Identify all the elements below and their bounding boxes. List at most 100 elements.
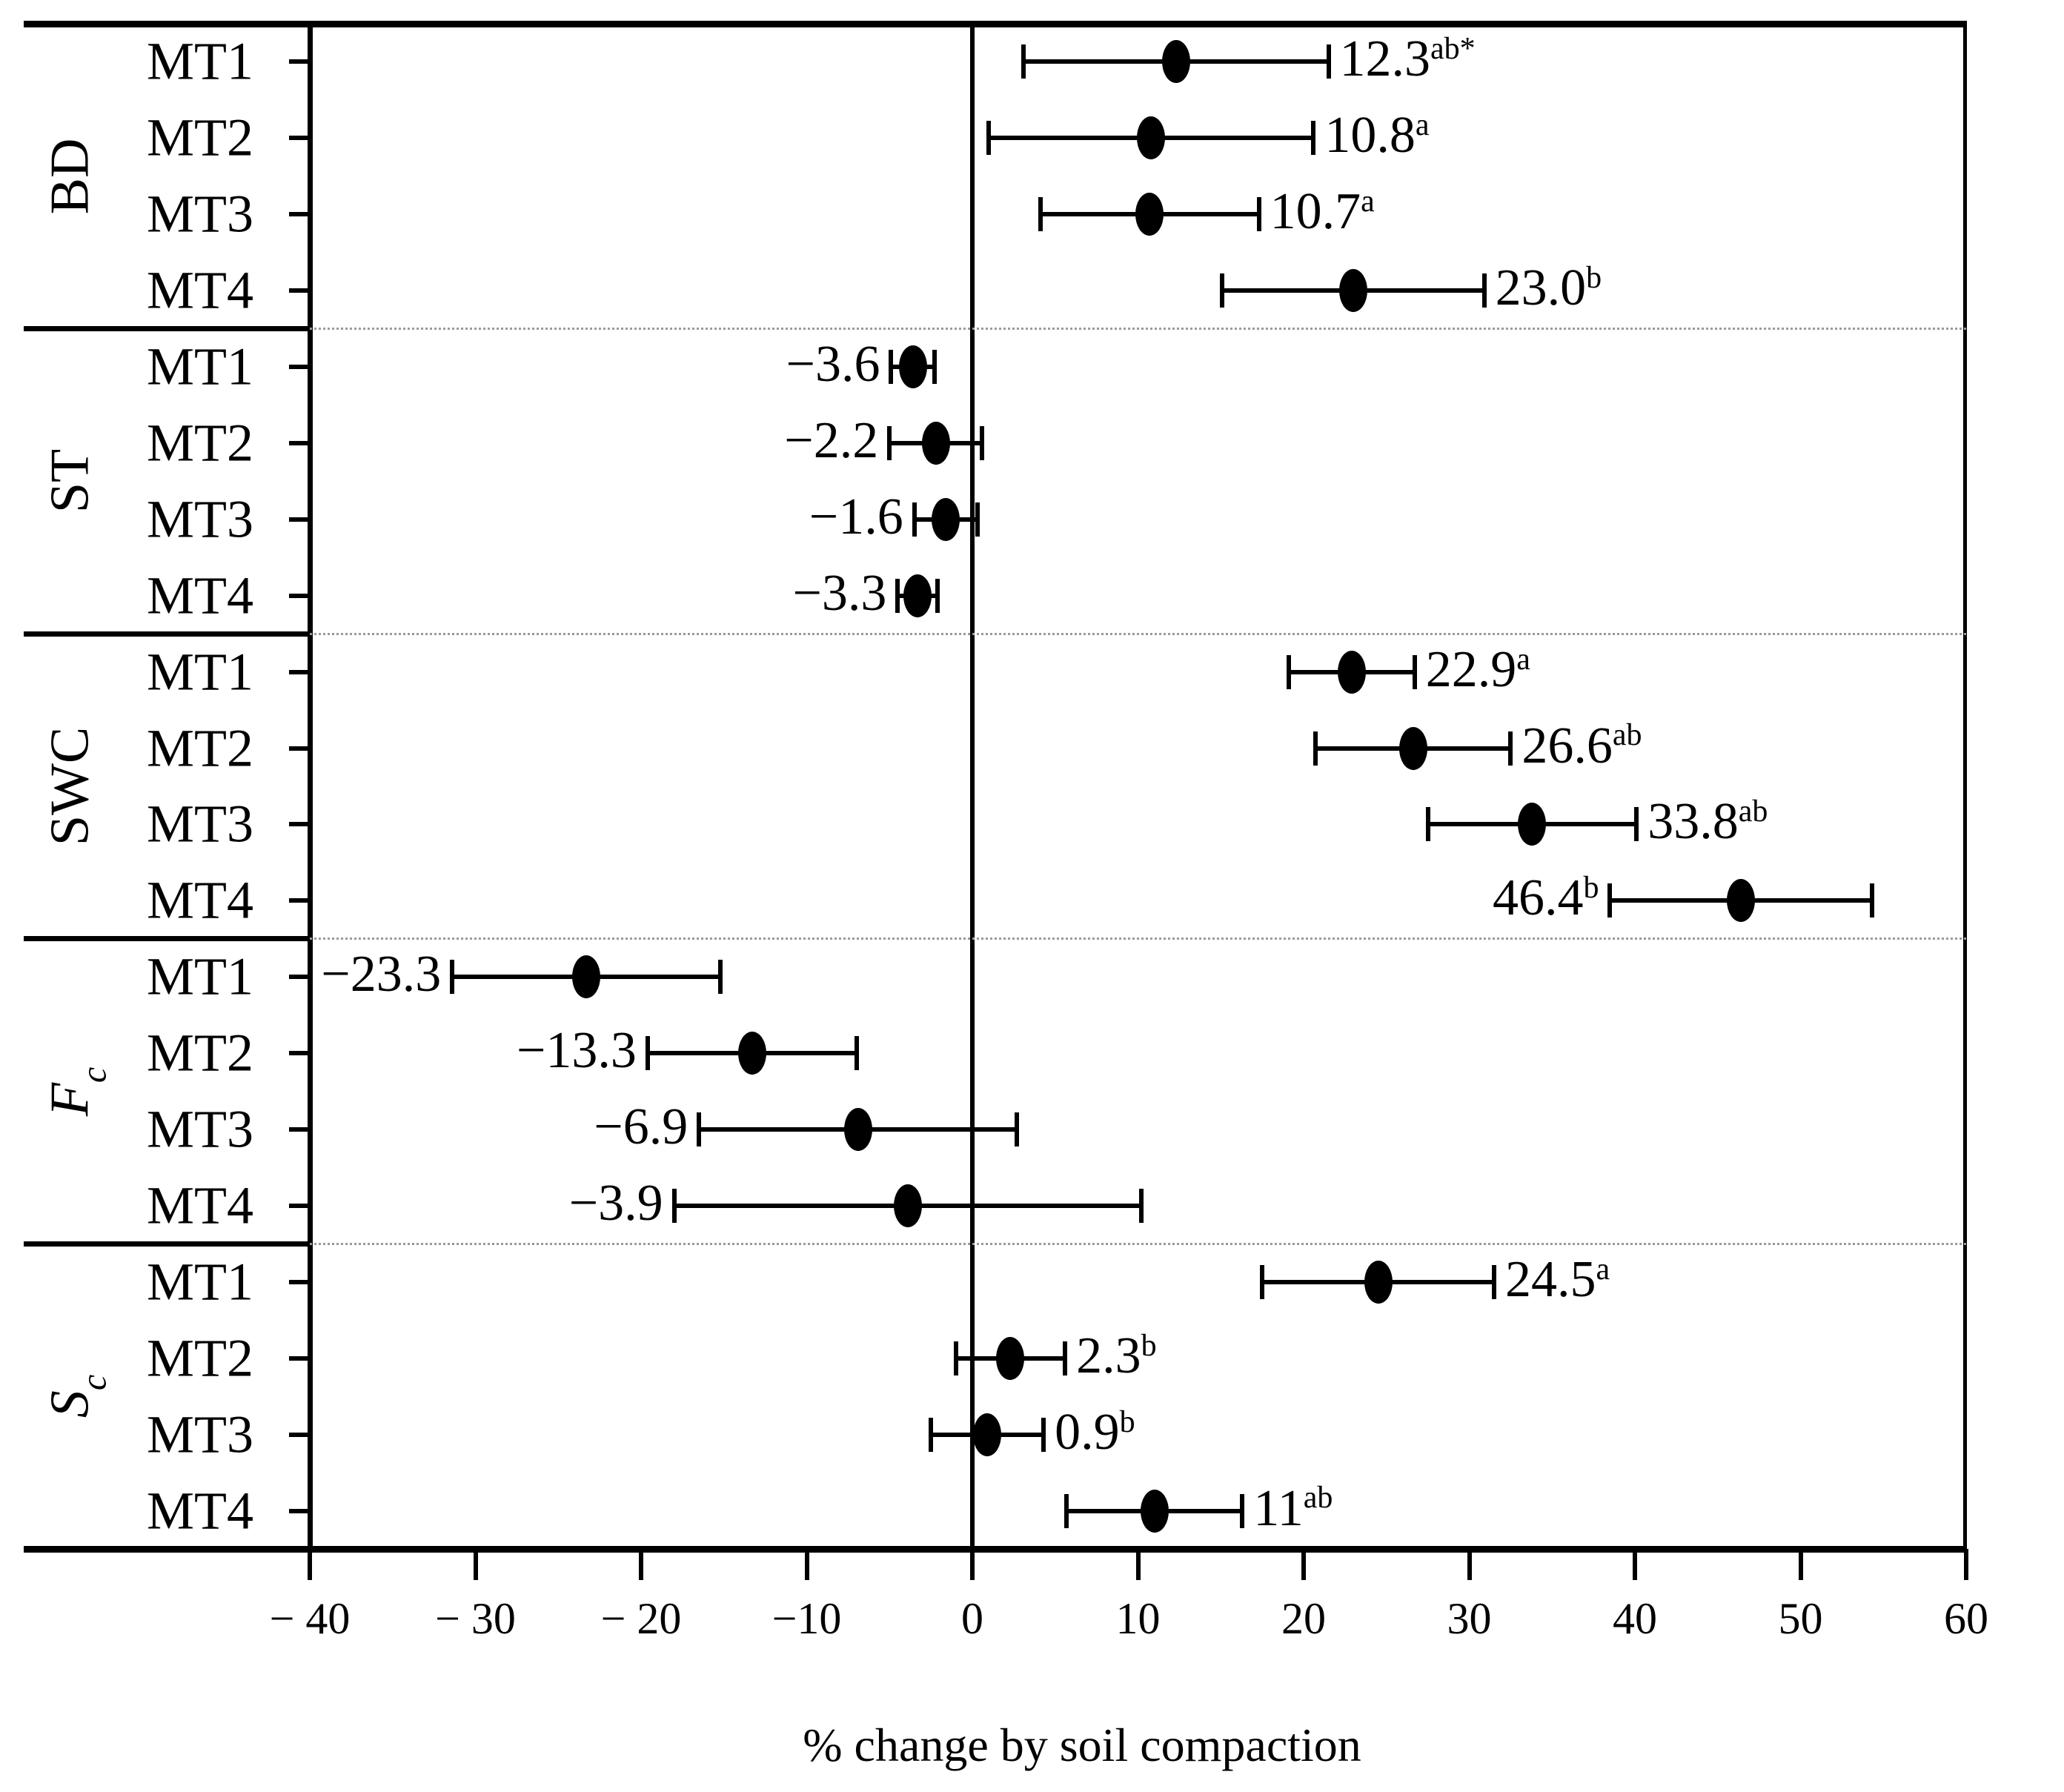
value-label-number: −2.2 bbox=[784, 411, 879, 469]
row-tick bbox=[289, 669, 310, 674]
value-label-number: −6.9 bbox=[594, 1098, 688, 1155]
value-label: 33.8ab bbox=[1647, 792, 1768, 852]
value-label-number: 2.3 bbox=[1076, 1327, 1141, 1384]
treatment-label: MT3 bbox=[147, 1099, 253, 1159]
value-label-number: 11 bbox=[1253, 1479, 1304, 1537]
value-label-superscript: a bbox=[1415, 108, 1430, 143]
x-tick bbox=[308, 1549, 312, 1580]
error-bar-cap-left bbox=[1260, 1264, 1265, 1299]
group-label-text: ST bbox=[39, 449, 101, 514]
x-tick-label: 50 bbox=[1778, 1594, 1823, 1643]
error-bar-cap-left bbox=[1607, 883, 1613, 918]
group-separator-solid bbox=[24, 326, 310, 332]
x-axis-line bbox=[24, 1546, 1967, 1553]
value-label: 26.6ab bbox=[1522, 716, 1642, 775]
value-label: −3.9 bbox=[569, 1174, 663, 1233]
error-bar-cap-right bbox=[1869, 883, 1874, 918]
treatment-label: MT2 bbox=[147, 1328, 253, 1388]
value-label: 22.9a bbox=[1426, 640, 1530, 699]
value-label-number: 26.6 bbox=[1522, 717, 1613, 774]
group-separator-dotted bbox=[310, 328, 1966, 331]
error-bar-cap-left bbox=[912, 502, 917, 537]
data-point-marker bbox=[973, 1413, 1002, 1456]
treatment-label: MT1 bbox=[147, 336, 253, 396]
x-tick-label: 10 bbox=[1115, 1594, 1161, 1643]
plot-right-border bbox=[1963, 24, 1967, 1547]
error-bar-cap-left bbox=[1286, 654, 1291, 689]
value-label: 24.5a bbox=[1505, 1250, 1610, 1310]
data-point-marker bbox=[1364, 1260, 1393, 1304]
value-label-superscript: b bbox=[1141, 1328, 1157, 1363]
treatment-label: MT4 bbox=[147, 1481, 253, 1541]
group-separator-dotted bbox=[310, 938, 1966, 940]
error-bar-cap-right bbox=[975, 502, 980, 537]
row-tick bbox=[289, 1355, 310, 1361]
data-point-marker bbox=[1135, 193, 1164, 236]
value-label-number: −3.6 bbox=[786, 335, 880, 393]
row-tick bbox=[289, 1279, 310, 1284]
error-bar-cap-right bbox=[1138, 1188, 1144, 1223]
value-label: 10.8a bbox=[1324, 106, 1429, 165]
row-tick bbox=[289, 822, 310, 827]
x-tick bbox=[1798, 1549, 1803, 1580]
data-point-marker bbox=[1398, 726, 1427, 770]
value-label-number: −3.9 bbox=[568, 1174, 663, 1232]
group-label-text: BD bbox=[39, 138, 101, 215]
value-label-superscript: b bbox=[1583, 871, 1599, 906]
data-point-marker bbox=[1518, 803, 1547, 846]
error-bar-cap-left bbox=[953, 1341, 958, 1375]
group-label: Fc bbox=[39, 1066, 114, 1116]
value-label-number: 33.8 bbox=[1647, 793, 1739, 851]
x-tick-label: − 20 bbox=[600, 1594, 682, 1643]
value-label-number: 24.5 bbox=[1505, 1250, 1596, 1308]
treatment-label: MT4 bbox=[147, 870, 253, 930]
error-bar-cap-left bbox=[1313, 731, 1318, 766]
value-label-number: −23.3 bbox=[321, 946, 442, 1003]
treatment-label: MT4 bbox=[147, 1175, 253, 1235]
group-separator-solid bbox=[24, 936, 310, 942]
x-tick bbox=[1633, 1549, 1637, 1580]
error-bar-cap-left bbox=[889, 350, 894, 385]
error-bar-cap-right bbox=[932, 350, 937, 385]
treatment-label: MT4 bbox=[147, 565, 253, 625]
row-tick bbox=[289, 1203, 310, 1208]
value-label: 10.7a bbox=[1270, 182, 1375, 242]
row-tick bbox=[289, 288, 310, 293]
plot-top-border bbox=[24, 21, 1967, 27]
x-tick bbox=[970, 1549, 975, 1580]
treatment-label: MT1 bbox=[147, 642, 253, 702]
value-label-superscript: ab bbox=[1303, 1481, 1333, 1516]
group-label-text: SWC bbox=[39, 726, 101, 846]
group-label: SWC bbox=[39, 727, 102, 846]
x-tick-label: 40 bbox=[1613, 1594, 1657, 1643]
value-label-superscript: a bbox=[1361, 184, 1375, 219]
data-point-marker bbox=[996, 1336, 1025, 1380]
row-tick bbox=[289, 898, 310, 903]
value-label: −1.6 bbox=[809, 488, 903, 547]
value-label-number: −13.3 bbox=[516, 1021, 637, 1079]
value-label: −2.2 bbox=[784, 411, 878, 471]
row-tick bbox=[289, 593, 310, 598]
x-axis-title: % change by soil compaction bbox=[803, 1719, 1361, 1771]
error-bar-cap-right bbox=[1634, 807, 1639, 842]
value-label-number: 22.9 bbox=[1425, 640, 1517, 698]
value-label: −23.3 bbox=[321, 945, 441, 1004]
value-label: −3.3 bbox=[792, 564, 886, 623]
error-bar-cap-right bbox=[1412, 654, 1417, 689]
treatment-label: MT1 bbox=[147, 946, 253, 1006]
error-bar-cap-right bbox=[1063, 1341, 1068, 1375]
error-bar-cap-left bbox=[645, 1036, 650, 1071]
error-bar-cap-left bbox=[671, 1188, 677, 1223]
x-tick-label: −10 bbox=[771, 1594, 842, 1643]
error-bar-cap-right bbox=[1256, 197, 1261, 232]
group-label: Sc bbox=[39, 1375, 114, 1418]
value-label-superscript: ab bbox=[1612, 718, 1642, 753]
value-label: −13.3 bbox=[517, 1021, 637, 1081]
error-bar-cap-right bbox=[980, 425, 985, 460]
x-tick-label: − 30 bbox=[435, 1594, 516, 1643]
x-tick bbox=[1135, 1549, 1141, 1580]
error-bar-cap-left bbox=[697, 1112, 702, 1147]
data-point-marker bbox=[1337, 650, 1366, 694]
x-tick-label: 60 bbox=[1944, 1594, 1988, 1643]
data-point-marker bbox=[921, 421, 950, 465]
